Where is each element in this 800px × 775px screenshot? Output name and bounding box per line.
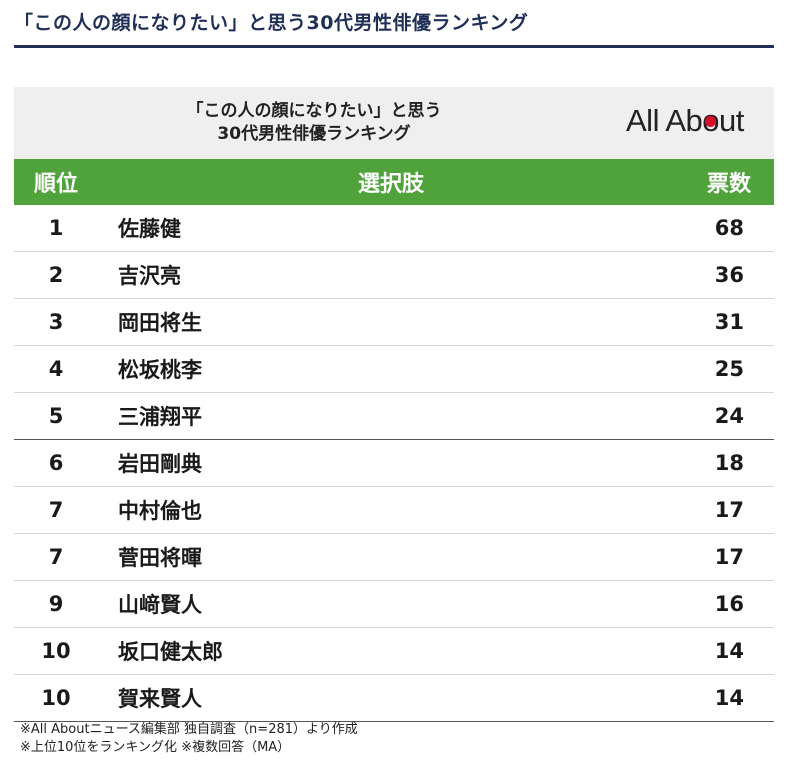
table-header: 順位 選択肢 票数 [14, 159, 774, 205]
votes-cell: 17 [714, 498, 744, 522]
heading-divider [14, 45, 774, 48]
header-votes: 票数 [706, 172, 751, 197]
all-about-logo: All About [626, 103, 744, 139]
name-cell: 中村倫也 [118, 499, 202, 523]
votes-cell: 18 [714, 451, 744, 475]
rank-cell: 1 [48, 216, 64, 240]
logo-red-dot-icon [705, 116, 717, 128]
name-cell: 菅田将暉 [118, 546, 202, 570]
name-cell: 佐藤健 [118, 217, 181, 241]
rank-cell: 3 [48, 310, 64, 334]
table-row: 1 佐藤健 68 [14, 205, 774, 252]
rank-cell: 10 [41, 686, 71, 710]
name-cell: 岩田剛典 [118, 452, 202, 476]
name-cell: 松坂桃李 [118, 358, 202, 382]
rank-cell: 2 [48, 263, 64, 287]
votes-cell: 14 [714, 639, 744, 663]
name-cell: 三浦翔平 [118, 405, 202, 429]
votes-cell: 25 [714, 357, 744, 381]
rank-cell: 5 [48, 404, 64, 428]
rank-cell: 7 [48, 545, 64, 569]
logo-text-part1: All Ab [626, 103, 703, 138]
logo-o: o [702, 103, 719, 139]
footnotes: ※All Aboutニュース編集部 独自調査（n=281）より作成 ※上位10位… [20, 721, 358, 757]
table-row: 6 岩田剛典 18 [14, 440, 774, 487]
table-row: 5 三浦翔平 24 [14, 393, 774, 440]
votes-cell: 31 [714, 310, 744, 334]
card-title: 「この人の顔になりたい」と思う 30代男性俳優ランキング [14, 100, 614, 146]
table-row: 4 松坂桃李 25 [14, 346, 774, 393]
logo-text-part2: ut [719, 103, 744, 138]
header-rank: 順位 [33, 172, 78, 197]
table-row: 10 坂口健太郎 14 [14, 628, 774, 675]
votes-cell: 24 [714, 404, 744, 428]
card-title-line1: 「この人の顔になりたい」と思う [186, 101, 442, 121]
table-row: 2 吉沢亮 36 [14, 252, 774, 299]
table-row: 10 賀来賢人 14 [14, 675, 774, 722]
card-title-line2: 30代男性俳優ランキング [217, 124, 411, 144]
table-body: 1 佐藤健 68 2 吉沢亮 36 3 岡田将生 31 4 松坂桃李 25 5 三浦翔平 24 6 岩田剛典 18… [14, 205, 774, 722]
votes-cell: 14 [714, 686, 744, 710]
table-row: 7 中村倫也 17 [14, 487, 774, 534]
footnote-method: ※上位10位をランキング化 ※複数回答（MA） [20, 740, 291, 755]
votes-cell: 68 [714, 216, 744, 240]
rank-cell: 6 [48, 451, 64, 475]
name-cell: 坂口健太郎 [118, 640, 223, 664]
header-name: 選択肢 [357, 172, 424, 197]
name-cell: 賀来賢人 [118, 687, 202, 711]
footnote-source: ※All Aboutニュース編集部 独自調査（n=281）より作成 [20, 722, 358, 737]
votes-cell: 17 [714, 545, 744, 569]
votes-cell: 36 [714, 263, 744, 287]
rank-cell: 4 [48, 357, 64, 381]
page-heading: 「この人の顔になりたい」と思う30代男性俳優ランキング [14, 12, 529, 34]
name-cell: 岡田将生 [118, 311, 202, 335]
rank-cell: 10 [41, 639, 71, 663]
table-row: 3 岡田将生 31 [14, 299, 774, 346]
name-cell: 吉沢亮 [118, 264, 181, 288]
card-title-band: 「この人の顔になりたい」と思う 30代男性俳優ランキング All About [14, 87, 774, 159]
table-row: 7 菅田将暉 17 [14, 534, 774, 581]
rank-cell: 9 [48, 592, 64, 616]
rank-cell: 7 [48, 498, 64, 522]
ranking-card: 「この人の顔になりたい」と思う 30代男性俳優ランキング All About 順… [14, 87, 774, 722]
name-cell: 山﨑賢人 [118, 593, 202, 617]
votes-cell: 16 [714, 592, 744, 616]
table-row: 9 山﨑賢人 16 [14, 581, 774, 628]
